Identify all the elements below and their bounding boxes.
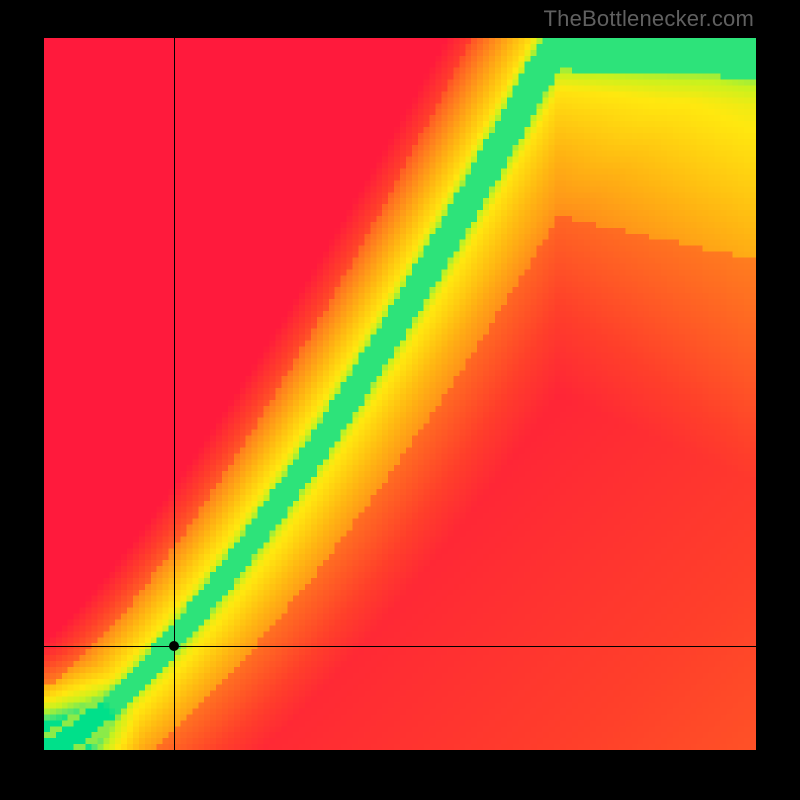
crosshair-marker [169, 641, 179, 651]
heatmap-plot [44, 38, 756, 750]
crosshair-horizontal [44, 646, 756, 647]
heatmap-canvas [44, 38, 756, 750]
chart-container: TheBottlenecker.com [0, 0, 800, 800]
watermark-text: TheBottlenecker.com [544, 6, 754, 32]
